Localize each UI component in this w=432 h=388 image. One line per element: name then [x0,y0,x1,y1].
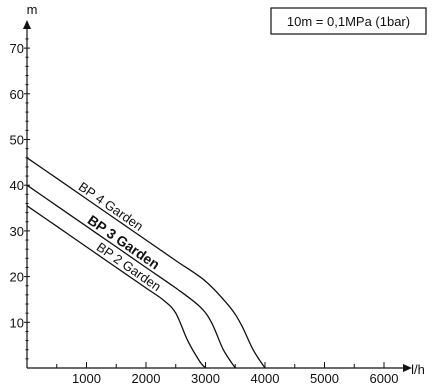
x-tick-label: 2000 [132,371,161,386]
x-tick-label: 1000 [72,371,101,386]
x-axis-arrow-icon [403,364,412,372]
y-tick-label: 30 [10,224,24,239]
x-axis-label: l/h [411,362,425,377]
x-tick-label: 4000 [251,371,280,386]
y-tick-label: 60 [10,87,24,102]
y-tick-label: 70 [10,41,24,56]
y-tick-label: 50 [10,133,24,148]
axes: m l/h [23,2,425,377]
x-tick-label: 3000 [191,371,220,386]
unit-note-text: 10m = 0,1MPa (1bar) [287,14,410,29]
bp-4-garden-curve [26,157,266,369]
y-axis-arrow-icon [23,20,31,29]
series-curves [26,157,266,369]
ticks: 1000 2000 3000 4000 5000 6000 10 20 30 40 50 60 70 [10,38,399,386]
bp-2-garden-curve [26,205,206,369]
y-tick-label: 40 [10,178,24,193]
unit-note-frame [270,7,427,35]
y-axis-label: m [27,2,38,17]
unit-note-box: 10m = 0,1MPa (1bar) [270,7,427,35]
x-tick-label: 5000 [310,371,339,386]
y-tick-label: 20 [10,270,24,285]
x-tick-label: 6000 [370,371,399,386]
y-tick-label: 10 [10,315,24,330]
bp-3-garden-curve [26,184,236,369]
